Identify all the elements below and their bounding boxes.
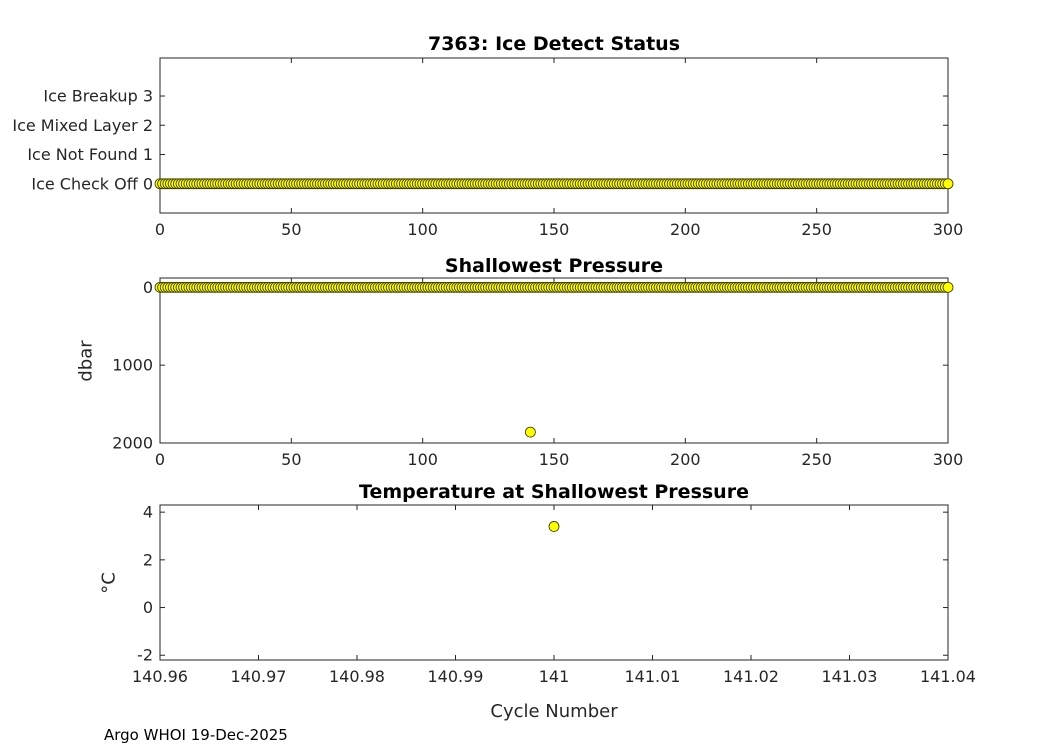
x-tick-label: 100 (407, 220, 438, 239)
x-tick-label: 100 (407, 450, 438, 469)
x-tick-label: 250 (801, 220, 832, 239)
y-tick-label: Ice Check Off 0 (31, 174, 153, 193)
x-tick-label: 140.97 (231, 667, 287, 686)
x-tick-label: 140.99 (428, 667, 484, 686)
y-tick-label: Ice Breakup 3 (43, 87, 153, 106)
footer-text: Argo WHOI 19-Dec-2025 (104, 726, 288, 744)
xlabel-cycle-number: Cycle Number (490, 701, 618, 722)
y-tick-label: Ice Not Found 1 (27, 145, 153, 164)
x-tick-label: 0 (155, 220, 165, 239)
ylabel-degrees-c: °C (98, 572, 120, 594)
x-tick-label: 141.01 (625, 667, 681, 686)
x-tick-label: 50 (281, 220, 301, 239)
y-tick-label: -2 (137, 646, 153, 665)
y-tick-label: 2000 (112, 434, 153, 453)
x-tick-label: 200 (670, 220, 701, 239)
axis-box (159, 277, 949, 444)
x-tick-label: 250 (801, 450, 832, 469)
x-tick-label: 0 (155, 450, 165, 469)
x-tick-label: 150 (539, 450, 570, 469)
data-marker (524, 426, 536, 438)
chart-title-shallowest-pressure: Shallowest Pressure (444, 255, 664, 277)
x-tick-label: 141.02 (723, 667, 779, 686)
y-tick-label: 2 (143, 550, 153, 569)
x-tick-label: 50 (281, 450, 301, 469)
ylabel-dbar: dbar (75, 340, 97, 382)
x-tick-label: 141.04 (920, 667, 976, 686)
axis-box (159, 57, 949, 214)
x-tick-label: 300 (933, 450, 964, 469)
chart-title-temperature: Temperature at Shallowest Pressure (359, 481, 749, 503)
x-tick-label: 141 (539, 667, 570, 686)
data-marker (548, 521, 560, 532)
x-tick-label: 140.96 (132, 667, 188, 686)
y-tick-label: 4 (143, 503, 153, 522)
chart-title-ice-detect-status: 7363: Ice Detect Status (427, 33, 681, 55)
x-tick-label: 141.03 (822, 667, 878, 686)
data-marker (942, 178, 954, 190)
x-tick-label: 150 (539, 220, 570, 239)
y-tick-label: 0 (143, 278, 153, 297)
x-tick-label: 140.98 (329, 667, 385, 686)
y-tick-label: Ice Mixed Layer 2 (12, 116, 153, 135)
data-marker (942, 281, 954, 293)
x-tick-label: 200 (670, 450, 701, 469)
x-tick-label: 300 (933, 220, 964, 239)
y-tick-label: 0 (143, 598, 153, 617)
y-tick-label: 1000 (112, 356, 153, 375)
